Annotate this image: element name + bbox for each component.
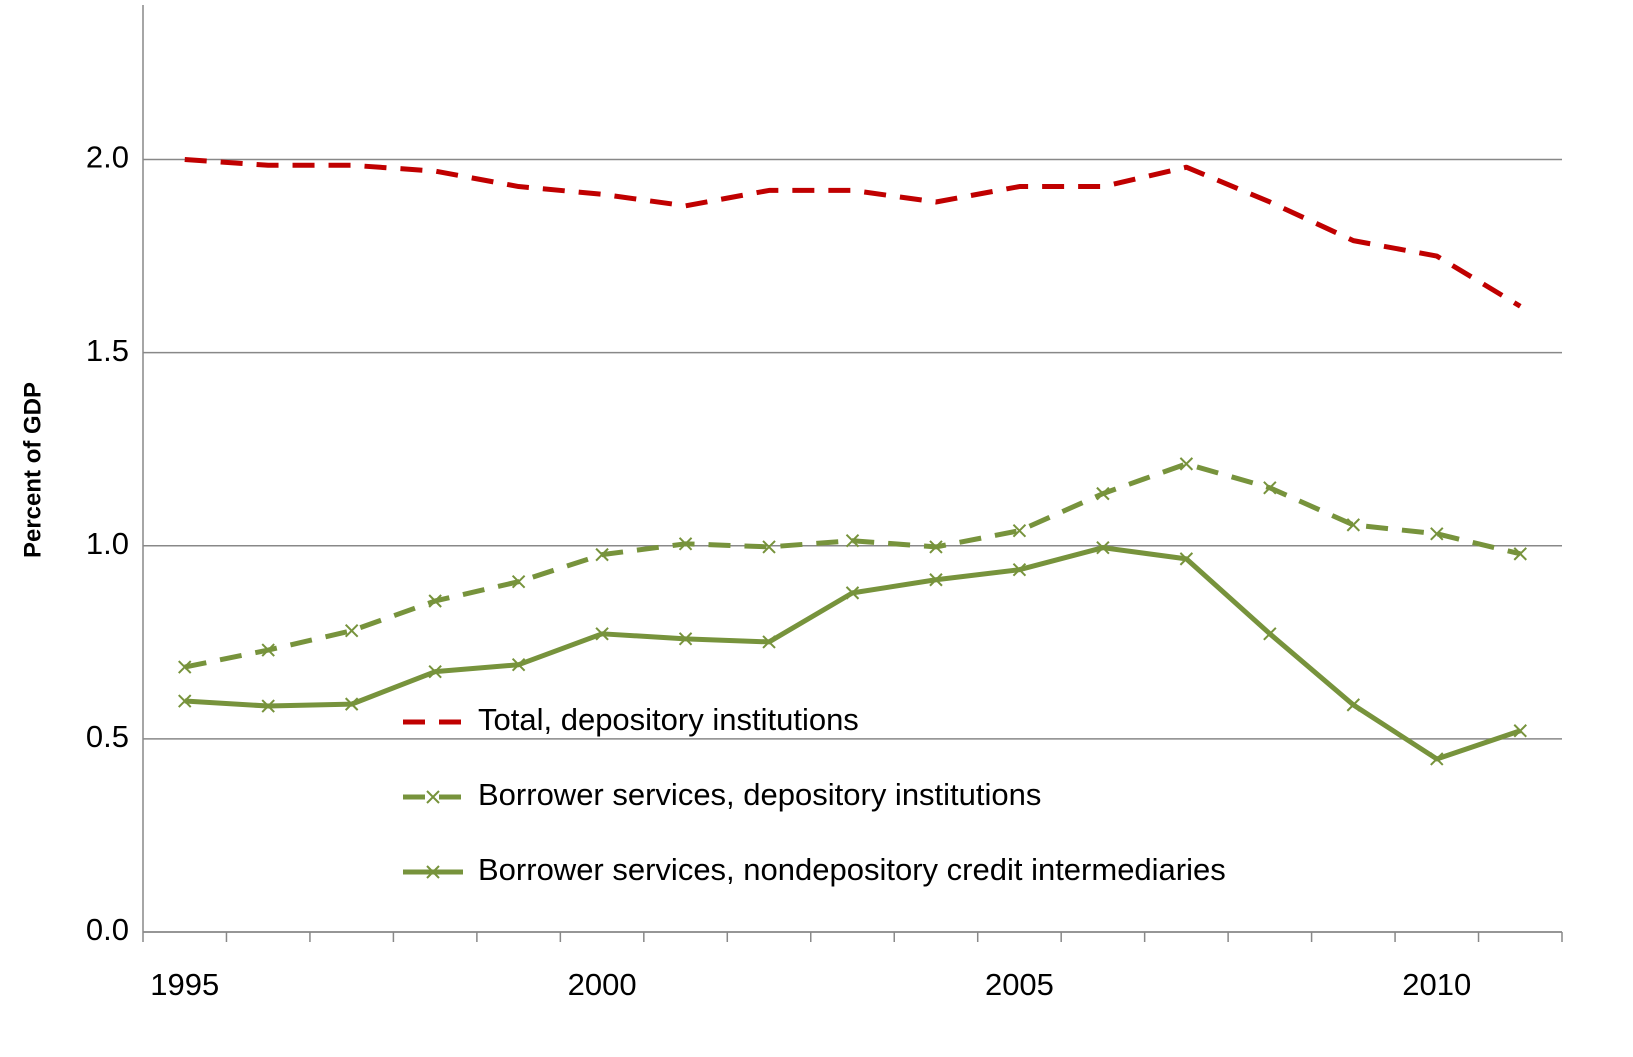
series-line — [184, 157, 1522, 309]
y-tick-label: 0.5 — [86, 719, 129, 754]
series-marker — [1096, 540, 1110, 555]
series-line — [184, 461, 1521, 670]
y-tick-label: 1.5 — [86, 333, 129, 368]
x-tick-label: 2000 — [568, 967, 637, 1002]
series-marker — [1346, 518, 1361, 532]
series-marker — [1263, 627, 1277, 641]
series-marker — [1263, 481, 1277, 495]
series-marker — [1179, 457, 1194, 471]
series-marker — [929, 540, 943, 554]
series-marker — [1430, 527, 1444, 541]
y-tick-label: 0.0 — [86, 912, 129, 947]
series-marker — [1430, 752, 1444, 766]
y-tick-label: 2.0 — [86, 140, 129, 175]
legend-label: Borrower services, nondepository credit … — [478, 852, 1226, 887]
series-marker — [178, 694, 192, 708]
series-marker — [762, 540, 776, 554]
series-marker — [344, 697, 359, 711]
y-axis-label: Percent of GDP — [19, 382, 46, 558]
series-marker — [1179, 552, 1194, 566]
series-marker — [1513, 547, 1527, 561]
legend-label: Total, depository institutions — [478, 702, 859, 737]
series-marker — [428, 594, 442, 608]
series-marker — [1096, 486, 1110, 501]
series-marker — [1346, 698, 1361, 712]
x-tick-label: 1995 — [150, 967, 219, 1002]
series-marker — [261, 643, 275, 657]
series-marker — [1012, 562, 1027, 577]
series-marker — [845, 586, 860, 600]
series-marker — [595, 547, 609, 562]
series-marker — [845, 534, 860, 548]
x-tick-label: 2005 — [985, 967, 1054, 1002]
series-marker — [1012, 523, 1027, 538]
series-marker — [929, 573, 943, 587]
series-marker — [678, 537, 693, 551]
legend-marker — [426, 790, 440, 804]
legend-label: Borrower services, depository institutio… — [478, 777, 1041, 812]
series-marker — [678, 632, 693, 646]
series-marker — [511, 574, 526, 589]
series-marker — [428, 664, 442, 679]
series-marker — [344, 624, 359, 638]
y-tick-label: 1.0 — [86, 526, 129, 561]
series-marker — [762, 635, 776, 649]
series-marker — [178, 660, 192, 674]
legend-marker — [426, 865, 440, 879]
series-marker — [595, 627, 609, 641]
series-marker — [511, 658, 526, 672]
series-marker — [261, 699, 275, 713]
x-tick-label: 2010 — [1402, 967, 1471, 1002]
series-marker — [1513, 724, 1527, 738]
